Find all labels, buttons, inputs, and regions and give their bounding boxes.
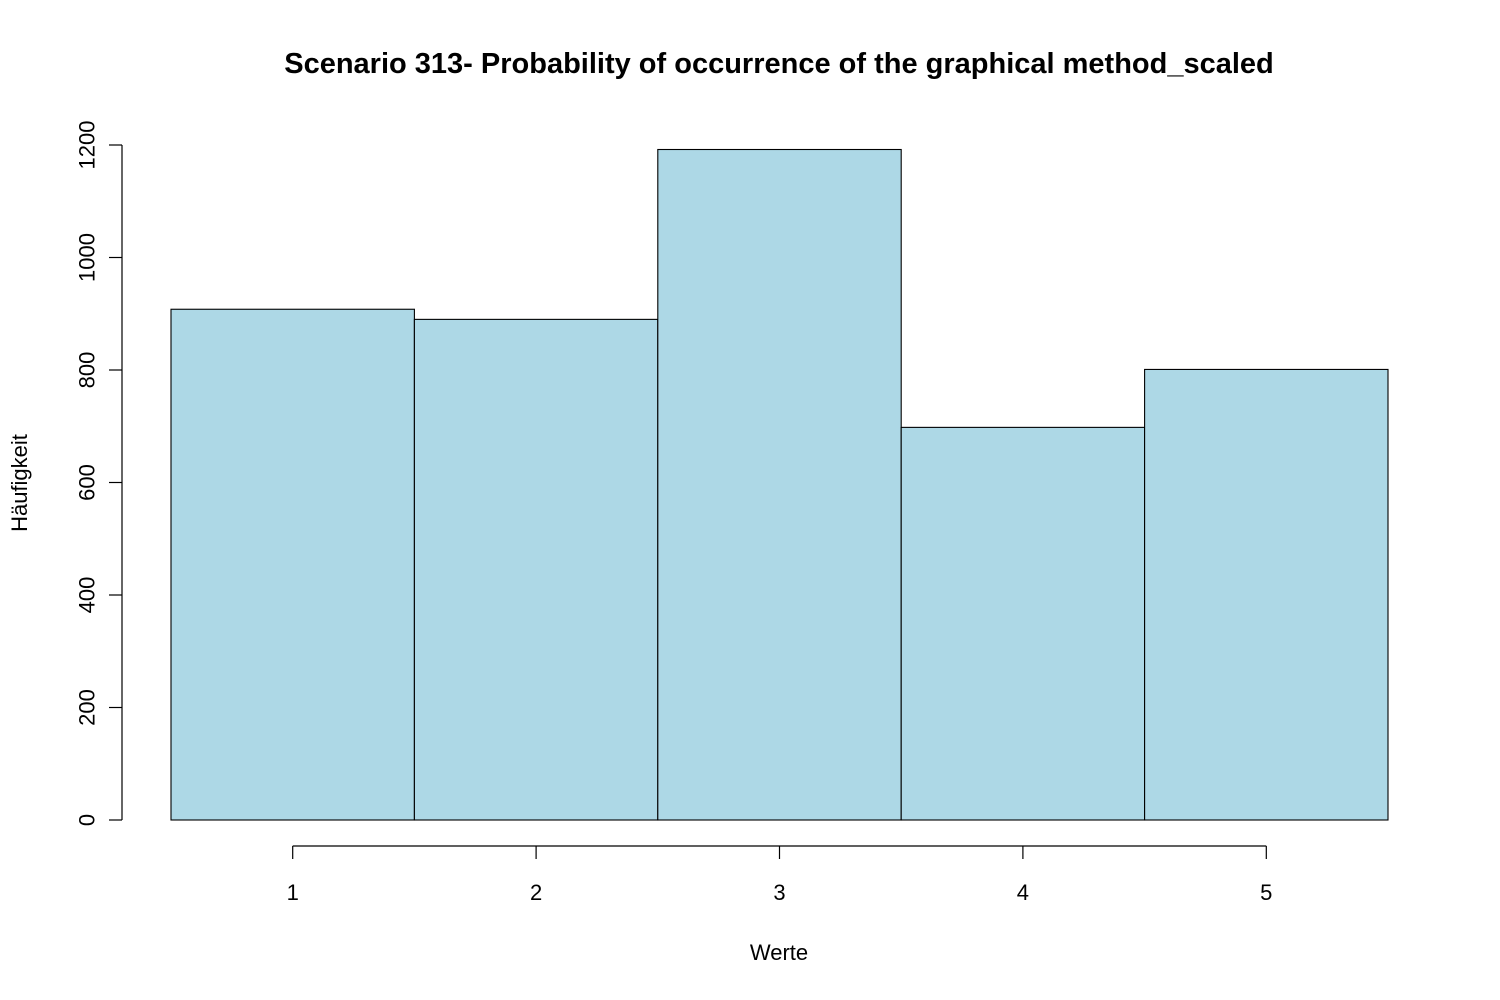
x-tick-label: 4 [1017,880,1029,905]
x-axis-label: Werte [750,940,808,965]
y-tick-label: 0 [75,814,100,826]
y-ticks: 0 200 400 600 800 1000 1200 [75,121,122,826]
y-axis-label: Häufigkeit [7,434,32,532]
chart-title: Scenario 313- Probability of occurrence … [284,48,1274,80]
bar-4 [900,426,1146,821]
bar-2 [413,318,659,821]
x-tick-label: 5 [1260,880,1272,905]
y-tick-label: 1200 [75,121,100,170]
y-tick-label: 600 [75,464,100,501]
bars-group [170,148,1389,821]
y-tick-label: 800 [75,352,100,389]
x-tick-label: 1 [287,880,299,905]
y-axis: 0 200 400 600 800 1000 1200 [75,121,123,826]
x-axis: 1 2 3 4 5 [287,845,1272,905]
y-tick-label: 400 [75,577,100,614]
x-tick-label: 3 [773,880,785,905]
x-ticks: 1 2 3 4 5 [287,846,1272,905]
y-tick-label: 200 [75,689,100,726]
x-tick-label: 2 [530,880,542,905]
bar-3 [657,148,902,821]
bar-1 [170,308,415,821]
y-tick-label: 1000 [75,233,100,282]
bar-5 [1144,368,1389,821]
